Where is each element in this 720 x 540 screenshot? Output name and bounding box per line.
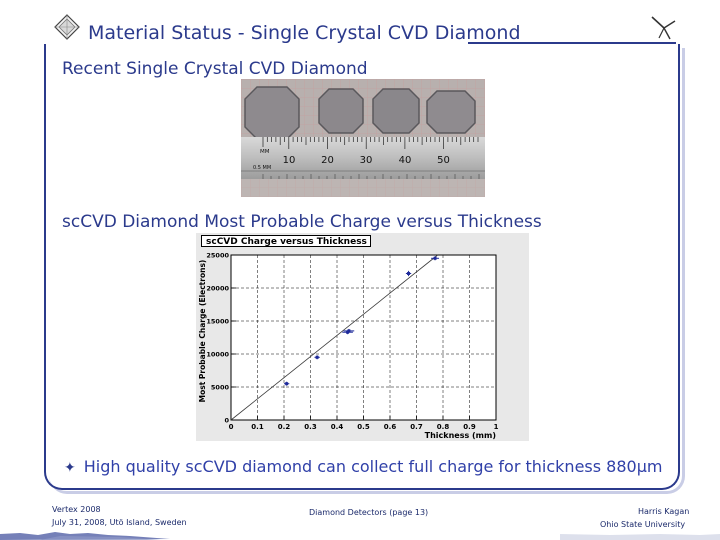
footer-date-place: July 31, 2008, Utö Island, Sweden [52,518,187,527]
x-tick-label: 0.5 [357,423,370,431]
point-marker [315,355,319,359]
frame-shadow [49,48,685,494]
data-point [431,256,440,261]
ruler-tick-label: 10 [283,155,296,166]
x-tick-label: 0.8 [437,423,450,431]
section-heading-photo: Recent Single Crystal CVD Diamond [62,59,368,79]
x-tick-label: 0.4 [331,423,344,431]
footer-conference: Vertex 2008 [52,505,101,514]
data-point [314,355,320,360]
x-tick-label: 0.6 [384,423,397,431]
point-marker [433,256,437,260]
y-tick-label: 10000 [206,351,229,359]
y-tick-label: 5000 [211,384,230,392]
x-axis-label: Thickness (mm) [425,431,496,440]
ruler-tick-label: 30 [360,155,373,166]
title-rule [468,42,676,44]
fit-line [230,254,438,421]
y-axis-label: Most Probable Charge (Electrons) [198,260,207,403]
x-tick-label: 0.3 [304,423,317,431]
x-tick-label: 0.9 [463,423,476,431]
chart-title: scCVD Charge versus Thickness [201,235,371,247]
x-tick-label: 0.2 [278,423,291,431]
point-marker [285,382,289,386]
x-tick-label: 0.1 [251,423,264,431]
bullet-star-icon: ✦ [64,460,76,476]
corner-logo-icon [648,12,678,42]
y-tick-label: 25000 [206,252,229,260]
point-marker [407,271,411,275]
y-tick-label: 15000 [206,318,229,326]
content-frame [44,44,680,490]
footer-talk-page: Diamond Detectors (page 13) [309,508,429,517]
y-tick-label: 0 [224,417,229,425]
x-tick-label: 0.7 [410,423,423,431]
data-point [405,270,412,277]
footer-decoration [0,532,720,540]
ruler-tick-label: 40 [399,155,412,166]
slide-title: Material Status - Single Crystal CVD Dia… [88,22,521,44]
section-heading-chart: scCVD Diamond Most Probable Charge versu… [62,212,542,232]
diamond-photo: MM 0.5 MM 10 20 30 40 50 [241,79,485,197]
charge-vs-thickness-chart: 0 0.1 0.2 0.3 0.4 0.5 0.6 0.7 0.8 0.9 1 0 5000 10000 1… [198,252,499,441]
point-marker [347,329,351,333]
data-point [343,328,355,333]
bullet-text: High quality scCVD diamond can collect f… [83,457,663,476]
x-tick-label: 0 [229,423,234,431]
ruler-sub-label: 0.5 MM [253,165,271,171]
footer-affiliation: Ohio State University [600,520,686,529]
data-point [284,381,290,386]
ruler-tick-label: 50 [437,155,450,166]
logo-icon [54,14,80,40]
ruler-tick-label: 20 [321,155,334,166]
y-tick-label: 20000 [206,285,229,293]
ruler-unit-label: MM [260,149,270,155]
bullet-item: ✦ High quality scCVD diamond can collect … [64,457,662,476]
x-tick-label: 1 [494,423,499,431]
footer-author: Harris Kagan [638,507,690,516]
